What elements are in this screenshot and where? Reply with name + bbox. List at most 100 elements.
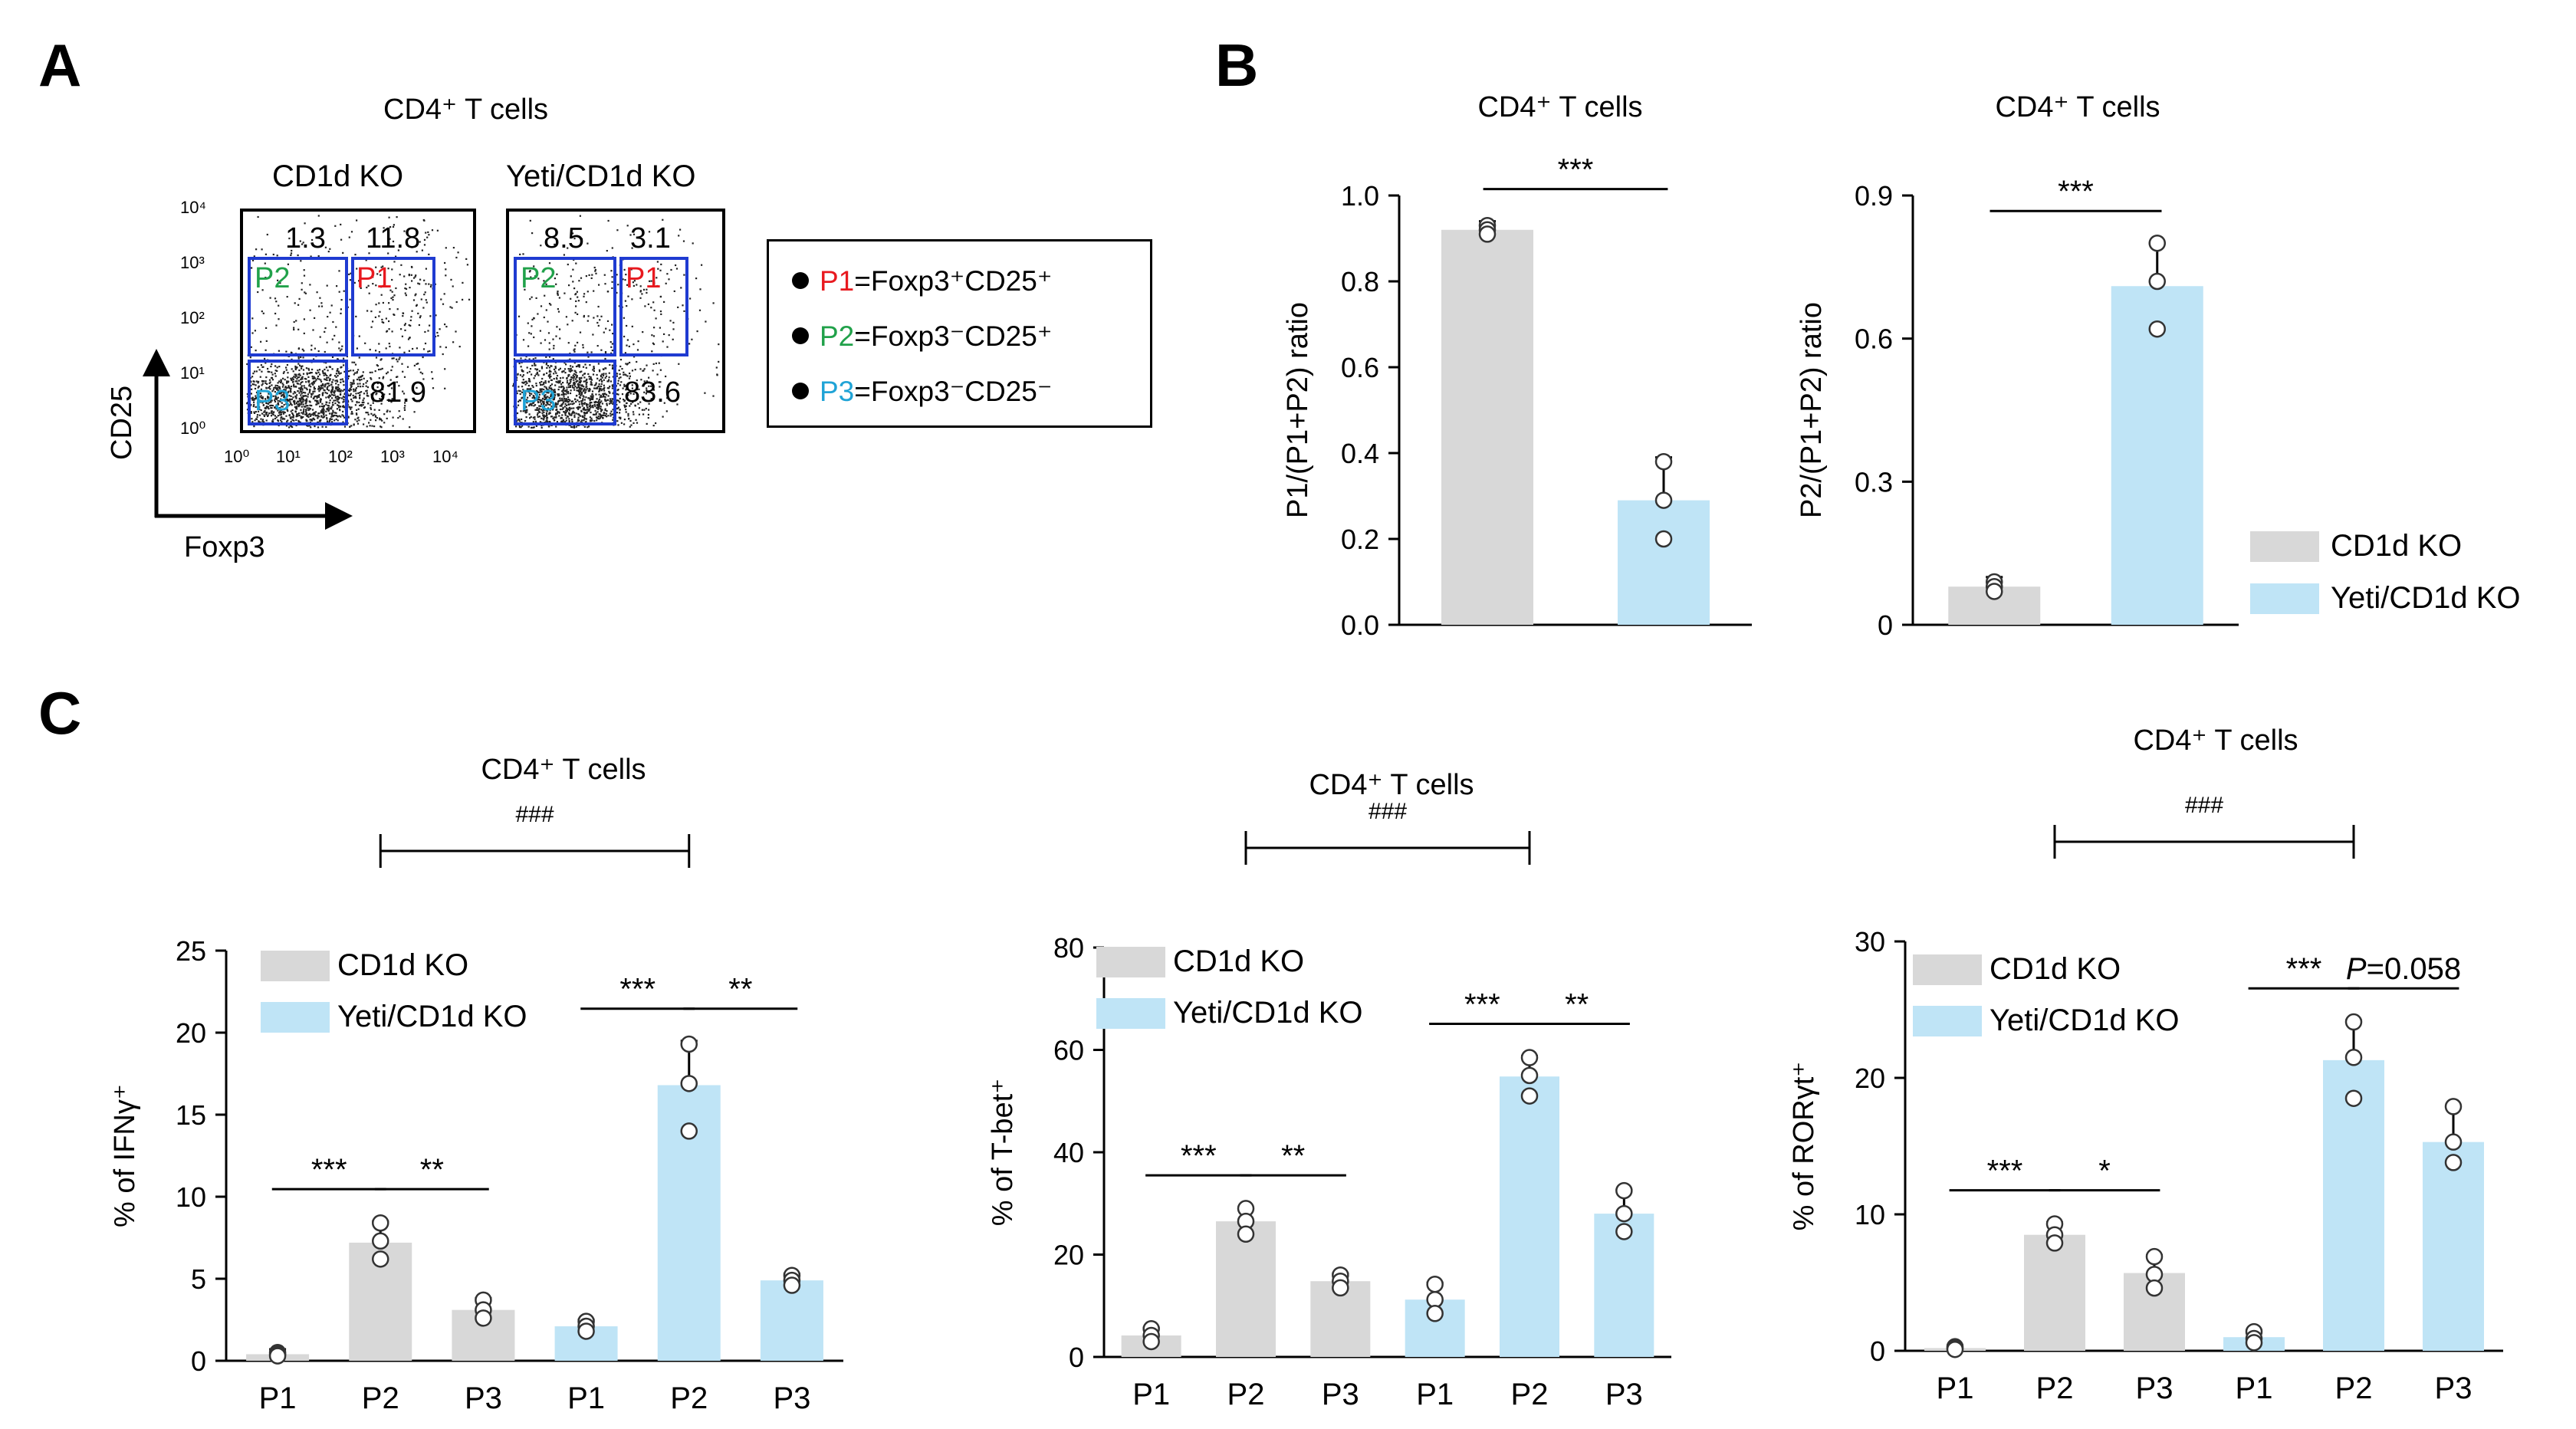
flow-event (548, 342, 550, 344)
flow-event (428, 283, 430, 285)
flow-event (636, 349, 639, 351)
flow-event (643, 409, 646, 411)
flow-event (539, 411, 541, 413)
flow-event (543, 402, 545, 405)
flow-event (380, 402, 383, 405)
flow-event (569, 379, 571, 381)
flow-event (579, 215, 581, 217)
flow-event (623, 335, 626, 338)
flow-event (591, 393, 593, 396)
flow-event (269, 388, 271, 390)
flow-event (317, 377, 319, 379)
flow-event (347, 416, 350, 419)
flow-event (303, 318, 305, 320)
flow-event (306, 419, 308, 422)
flow-event (564, 402, 567, 406)
flow-event (314, 425, 316, 428)
flow-event (600, 414, 602, 416)
flow-event (292, 396, 294, 399)
flow-event (309, 309, 311, 311)
flow-event (276, 389, 278, 391)
flow-event (519, 253, 521, 255)
flow-event (518, 425, 521, 427)
flow-event (403, 376, 406, 378)
flow-event (629, 419, 632, 422)
flow-x-tick: 10⁰ (224, 447, 250, 466)
flow-event (395, 255, 397, 258)
flow-event (534, 364, 536, 366)
flow-event (600, 374, 602, 376)
flow-event (546, 399, 548, 402)
flow-event (518, 420, 521, 422)
flow-event (585, 383, 587, 386)
flow-event (465, 258, 468, 260)
flow-event (255, 396, 258, 399)
flow-event (562, 391, 564, 393)
flow-event (427, 330, 429, 332)
data-point (1615, 1223, 1633, 1240)
c1-legend-label-yeti: Yeti/CD1d KO (337, 1000, 527, 1033)
flow-event (545, 362, 548, 364)
flow-plot-2-tr: 3.1 (630, 222, 671, 255)
flow-event (372, 283, 374, 285)
flow-event (547, 389, 549, 391)
flow-event (567, 393, 570, 395)
flow-event (550, 416, 552, 418)
flow-event (382, 388, 384, 391)
flow-event (653, 282, 656, 284)
flow-event (403, 407, 406, 409)
flow-event (529, 368, 532, 370)
flow-event (578, 364, 580, 366)
flow-event (306, 372, 308, 374)
flow-event (301, 396, 303, 399)
flow-event (307, 367, 310, 370)
flow-event (555, 377, 558, 379)
flow-event (531, 426, 533, 429)
flow-event (326, 417, 328, 419)
flow-event (583, 409, 585, 411)
flow-event (545, 409, 547, 412)
flow-event (639, 285, 642, 287)
flow-event (416, 251, 418, 253)
flow-event (561, 408, 564, 410)
flow-event (550, 370, 552, 373)
flow-event (337, 396, 340, 399)
flow-event (309, 415, 312, 417)
flow-event (643, 368, 646, 370)
flow-event (347, 401, 350, 403)
flow-event (646, 422, 648, 425)
flow-event (580, 390, 582, 393)
flow-event (619, 397, 621, 399)
flow-event (297, 379, 301, 382)
flow-event (626, 344, 628, 347)
flow-event (425, 268, 427, 270)
flow-event (329, 311, 331, 314)
flow-event (416, 386, 418, 389)
flow-event (371, 371, 373, 373)
flow-event (304, 395, 307, 397)
flow-event (625, 409, 627, 411)
flow-event (670, 268, 672, 271)
flow-event (652, 425, 655, 427)
flow-event (370, 377, 372, 379)
flow-event (393, 224, 395, 226)
flow-event (263, 415, 266, 417)
flow-event (598, 413, 600, 416)
flow-event (552, 358, 554, 360)
flow-event (356, 268, 358, 270)
flow-event (338, 390, 340, 393)
flow-event (625, 405, 627, 407)
flow-event (570, 407, 573, 409)
flow-event (318, 378, 320, 380)
flow-event (423, 294, 426, 296)
flow-event (559, 405, 561, 407)
flow-event (420, 298, 422, 301)
flow-event (575, 401, 577, 403)
flow-event (302, 412, 304, 415)
flow-event (299, 383, 301, 386)
flow-plot-1-tl: 1.3 (285, 222, 326, 255)
flow-event (568, 420, 570, 422)
flow-event (567, 399, 570, 401)
flow-event (337, 389, 340, 392)
flow-event (550, 395, 552, 398)
